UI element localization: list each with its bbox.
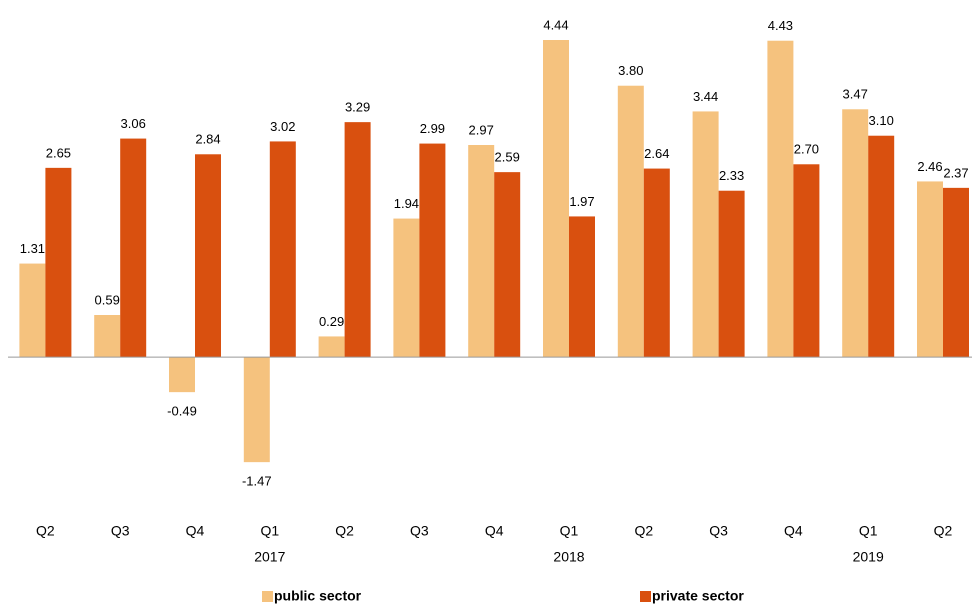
- data-label: 2.46: [917, 159, 942, 174]
- data-label: 2.59: [495, 150, 520, 165]
- x-group-label: 2018: [553, 549, 584, 565]
- data-label: 2.33: [719, 168, 744, 183]
- data-label: 3.47: [843, 87, 868, 102]
- bar: [169, 357, 195, 393]
- bar: [269, 141, 296, 358]
- legend-swatch: [640, 591, 651, 602]
- legend-swatch: [262, 591, 273, 602]
- bar: [243, 357, 270, 463]
- bar: [767, 40, 794, 358]
- x-tick-label: Q1: [560, 523, 579, 539]
- data-label: 2.65: [46, 145, 71, 160]
- bar: [842, 109, 869, 358]
- data-label: 3.44: [693, 89, 718, 104]
- data-label: -1.47: [242, 474, 272, 489]
- data-label: 2.84: [195, 132, 220, 147]
- data-label: 1.31: [20, 241, 45, 256]
- bar: [917, 181, 943, 358]
- x-tick-label: Q2: [36, 523, 55, 539]
- legend-label: public sector: [274, 588, 362, 604]
- bar: [419, 143, 446, 358]
- bar: [692, 111, 719, 358]
- bar: [494, 172, 521, 358]
- data-label: 4.44: [543, 17, 568, 32]
- x-tick-label: Q4: [784, 523, 803, 539]
- bar: [793, 164, 820, 358]
- bar: [195, 154, 221, 358]
- data-label: 3.10: [869, 113, 894, 128]
- data-label: 1.94: [394, 196, 419, 211]
- data-label: 2.64: [644, 146, 669, 161]
- x-tick-label: Q3: [410, 523, 429, 539]
- x-tick-label: Q1: [859, 523, 878, 539]
- bar: [318, 336, 345, 358]
- legend-label: private sector: [652, 588, 744, 604]
- bar: [643, 168, 670, 358]
- data-label: 4.43: [768, 18, 793, 33]
- x-tick-label: Q4: [186, 523, 205, 539]
- data-label: 2.97: [469, 122, 494, 137]
- bar: [94, 315, 121, 358]
- data-label: 2.37: [943, 165, 968, 180]
- bar: [45, 167, 72, 358]
- x-tick-label: Q2: [934, 523, 953, 539]
- bar: [943, 187, 969, 358]
- bar: [468, 145, 495, 358]
- x-tick-label: Q2: [335, 523, 354, 539]
- x-group-label: 2019: [853, 549, 884, 565]
- x-tick-label: Q3: [111, 523, 130, 539]
- x-tick-label: Q2: [634, 523, 653, 539]
- bar: [120, 138, 147, 358]
- data-label: -0.49: [167, 404, 197, 419]
- x-tick-label: Q3: [709, 523, 728, 539]
- bar: [543, 40, 569, 358]
- x-tick-label: Q4: [485, 523, 504, 539]
- bar: [19, 263, 46, 358]
- bar: [868, 135, 895, 358]
- data-label: 1.97: [569, 194, 594, 209]
- data-label: 3.29: [345, 100, 370, 115]
- data-label: 3.80: [618, 63, 643, 78]
- bar: [393, 218, 420, 358]
- data-label: 3.02: [270, 119, 295, 134]
- x-group-label: 2017: [254, 549, 285, 565]
- data-label: 0.59: [95, 292, 120, 307]
- data-label: 2.70: [794, 142, 819, 157]
- bar: [569, 216, 595, 358]
- bar: [617, 85, 644, 358]
- data-label: 2.99: [420, 121, 445, 136]
- bar: [344, 122, 371, 358]
- x-tick-label: Q1: [260, 523, 279, 539]
- data-label: 3.06: [121, 116, 146, 131]
- bar: [718, 190, 745, 358]
- data-label: 0.29: [319, 314, 344, 329]
